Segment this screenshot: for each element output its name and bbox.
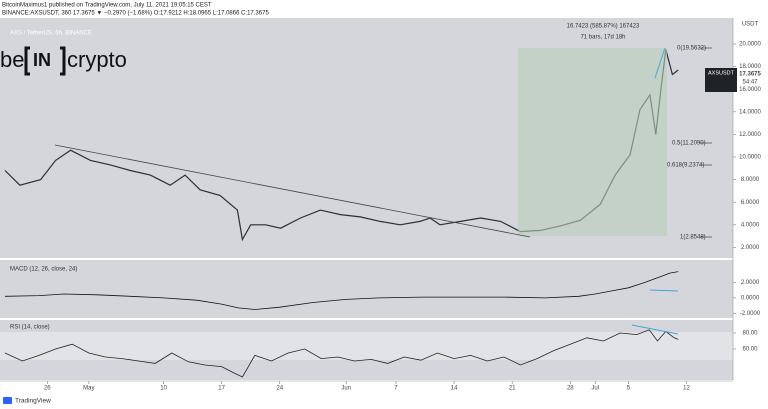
price-box: [705, 68, 737, 92]
panel-title: MACD (12, 26, close, 24): [10, 267, 77, 273]
y-tick-label: 16.0000: [739, 87, 761, 93]
y-tick-label: 2.0000: [741, 280, 760, 286]
y-tick-label: 6.0000: [741, 200, 760, 206]
y-tick-label: 60.00: [742, 347, 758, 353]
x-tick-label: 5: [627, 386, 631, 392]
y-tick-label: 4.0000: [741, 222, 760, 228]
chart-title: AXS / TetherUS, 6h, BINANCE: [10, 31, 92, 37]
fib-label: 1(2.8548): [680, 235, 706, 241]
y-tick-label: 80.00: [742, 331, 758, 337]
measure-label: 16.7423 (585.87%) 167423: [567, 24, 640, 30]
x-tick-label: 12: [683, 386, 690, 392]
symbol-label: AXSUSDT: [708, 70, 735, 76]
divergence-line: [654, 47, 666, 79]
x-tick-label: 21: [509, 386, 516, 392]
y-tick-label: -2.0000: [740, 311, 761, 317]
price-line: [4, 271, 679, 310]
header-line1: BitcoinMaximus1 published on TradingView…: [2, 3, 212, 9]
y-tick-label: 18.0000: [739, 64, 761, 70]
logo-part: crypto: [67, 47, 127, 72]
divergence-line: [649, 289, 679, 292]
logo: be IN crypto: [0, 46, 127, 76]
x-tick-label: Jun: [341, 386, 351, 392]
panel-background: [0, 260, 733, 318]
countdown: 54:47: [742, 80, 758, 86]
y-tick-label: 12.0000: [739, 132, 761, 138]
footer: TradingView: [15, 398, 51, 405]
x-tick-label: 17: [218, 386, 225, 392]
last-price: 17.3675: [739, 72, 761, 78]
x-tick-label: 24: [276, 386, 283, 392]
x-tick-label: 26: [44, 386, 51, 392]
y-tick-label: 20.0000: [739, 42, 761, 48]
x-tick-label: 14: [451, 386, 458, 392]
divergence-line: [631, 324, 679, 335]
tv-logo: [3, 397, 12, 404]
y-tick-label: 10.0000: [739, 155, 761, 161]
x-tick-label: 10: [160, 386, 167, 392]
y-tick-label: 8.0000: [741, 177, 760, 183]
unit-label: USDT: [742, 22, 759, 28]
y-tick-label: 2.0000: [741, 245, 760, 251]
trendline: [54, 144, 531, 238]
x-tick-label: 28: [567, 386, 574, 392]
header-line2: BINANCE:AXSUSDT, 360 17.3675 ▼ −0.2970 (…: [2, 11, 269, 17]
measure-box: [518, 48, 667, 236]
x-tick-label: May: [83, 386, 94, 392]
measure-label: 71 bars, 17d 18h: [580, 35, 625, 41]
fib-label: 0.5(11.2090): [672, 141, 706, 147]
y-tick-label: 14.0000: [739, 109, 761, 115]
panel-title: RSI (14, close): [10, 325, 50, 331]
rsi-band: [0, 332, 733, 360]
fib-label: 0.618(9.2374): [667, 163, 704, 169]
fib-label: 0(19.5632): [677, 46, 706, 52]
logo-bracket: [24, 46, 66, 76]
logo-part: be: [0, 47, 24, 72]
x-tick-label: Jul: [591, 386, 599, 392]
logo-part: IN: [33, 50, 51, 70]
y-tick-label: 0.0000: [741, 295, 760, 301]
x-tick-label: 7: [394, 386, 398, 392]
price-line: [4, 329, 679, 378]
